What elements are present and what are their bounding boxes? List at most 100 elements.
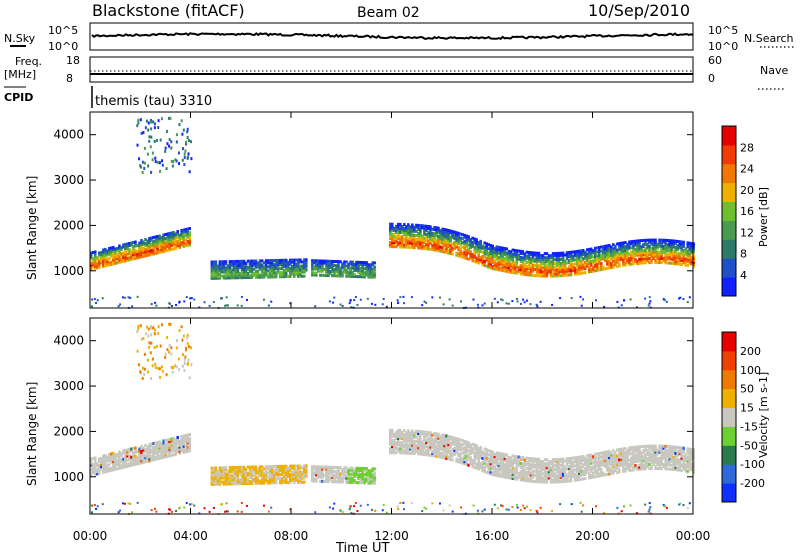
velocity-cell	[598, 462, 601, 466]
power-cell	[156, 247, 159, 251]
velocity-cell	[433, 454, 436, 458]
velocity-cell	[156, 440, 159, 444]
power-cell	[254, 263, 258, 267]
power-cell	[463, 244, 466, 248]
velocity-cell	[146, 451, 149, 455]
velocity-cell	[437, 434, 440, 438]
velocity-cell	[388, 432, 392, 436]
velocity-cell	[443, 456, 446, 460]
velocity-cell	[262, 471, 266, 475]
power-cell	[650, 254, 653, 258]
power-cell	[606, 262, 609, 266]
power-cell	[589, 251, 593, 255]
power-cell	[238, 274, 242, 278]
velocity-cell	[469, 448, 472, 452]
power-cell	[519, 272, 523, 276]
power-cell	[442, 303, 445, 306]
power-cell	[214, 270, 218, 274]
power-cell	[228, 270, 232, 274]
velocity-cell	[447, 457, 450, 461]
power-cell	[545, 268, 549, 272]
velocity-cell	[525, 460, 529, 464]
velocity-cell	[519, 478, 523, 482]
velocity-cell	[612, 459, 615, 463]
velocity-cell	[443, 438, 446, 442]
power-cell	[110, 248, 113, 252]
power-cell	[491, 252, 494, 256]
velocity-cell	[479, 449, 482, 453]
velocity-cell	[299, 464, 302, 468]
velocity-cell	[443, 444, 446, 448]
velocity-cell	[240, 471, 244, 475]
velocity-cell	[455, 437, 458, 441]
velocity-cell	[401, 451, 404, 455]
power-cell	[451, 304, 454, 307]
velocity-cell	[214, 478, 218, 482]
power-cell	[429, 233, 432, 237]
velocity-cell	[487, 469, 490, 473]
power-cell	[118, 258, 121, 262]
velocity-cell	[523, 468, 527, 472]
power-cell	[620, 304, 623, 307]
velocity-cell	[433, 440, 436, 444]
power-cell	[280, 260, 284, 264]
power-cell	[425, 228, 428, 232]
power-cell	[441, 241, 444, 245]
velocity-cell	[499, 456, 503, 460]
power-cell	[523, 301, 526, 304]
power-cell	[495, 257, 499, 261]
velocity-cell	[511, 472, 515, 476]
power-cell	[369, 275, 372, 279]
power-cell	[388, 245, 392, 249]
power-cell	[664, 246, 667, 250]
velocity-cell	[168, 448, 171, 452]
velocity-cell	[373, 471, 376, 475]
power-cell	[293, 258, 296, 262]
velocity-cell	[483, 447, 486, 451]
power-cell	[569, 254, 573, 258]
velocity-cell	[140, 455, 143, 459]
velocity-cell	[553, 476, 557, 480]
power-cell	[666, 261, 669, 265]
power-cell	[483, 261, 486, 265]
power-cell	[686, 245, 689, 249]
velocity-cell	[632, 458, 635, 462]
power-cell	[471, 255, 474, 259]
velocity-cell	[343, 474, 346, 478]
velocity-cell	[252, 467, 256, 471]
power-cell	[589, 267, 593, 271]
velocity-cell	[624, 469, 627, 473]
power-cell	[686, 253, 689, 257]
velocity-cell	[152, 441, 155, 445]
velocity-cell	[240, 465, 244, 469]
velocity-cell	[614, 459, 617, 463]
power-cell	[629, 298, 632, 301]
power-cell	[258, 273, 262, 277]
power-cell	[224, 260, 228, 264]
power-cell	[451, 246, 454, 250]
power-cell	[598, 245, 601, 249]
velocity-cell	[463, 450, 466, 454]
velocity-cell	[262, 473, 266, 477]
power-cell	[359, 269, 362, 273]
velocity-cell	[102, 466, 105, 470]
velocity-cell	[630, 460, 633, 464]
velocity-cell	[571, 464, 575, 468]
power-cell	[557, 264, 561, 268]
power-cell	[94, 264, 97, 268]
velocity-cell	[517, 461, 521, 465]
power-cell	[565, 273, 569, 277]
velocity-cell	[495, 469, 499, 473]
power-cell	[403, 245, 406, 249]
power-cell	[94, 262, 97, 266]
velocity-cell	[238, 467, 242, 471]
velocity-cell	[301, 474, 304, 478]
power-cell	[455, 241, 458, 245]
velocity-cell	[589, 469, 593, 473]
velocity-cell	[266, 471, 270, 475]
velocity-cell	[150, 448, 153, 452]
velocity-cell	[122, 463, 125, 467]
power-cell	[129, 296, 132, 299]
power-cell	[477, 241, 480, 245]
power-cell	[551, 303, 554, 306]
